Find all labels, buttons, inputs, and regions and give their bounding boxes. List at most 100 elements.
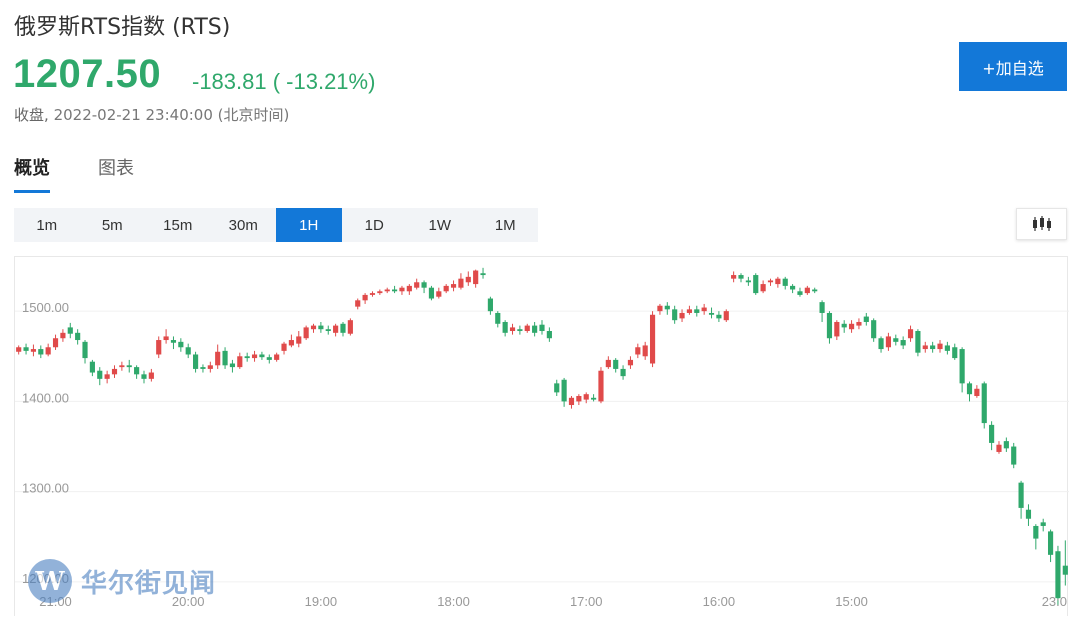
tab-chart[interactable]: 图表 — [98, 158, 134, 179]
candle-body — [790, 285, 796, 290]
candle-body — [583, 394, 589, 400]
candle-body — [878, 338, 884, 350]
candle-body — [1011, 446, 1017, 465]
period-1h[interactable]: 1H — [276, 208, 342, 242]
period-30m[interactable]: 30m — [228, 216, 258, 234]
candle-body — [922, 345, 928, 350]
candle-body — [1062, 565, 1068, 575]
period-5m[interactable]: 5m — [101, 216, 123, 234]
chart-type-button[interactable] — [1016, 208, 1067, 240]
candle-body — [355, 300, 361, 307]
candle-body — [952, 347, 958, 359]
period-1w[interactable]: 1W — [428, 216, 452, 234]
current-price: 1207.50 — [13, 52, 162, 96]
period-1m[interactable]: 1m — [36, 216, 58, 234]
candle-body — [841, 323, 847, 328]
candle-body — [296, 336, 302, 344]
candle-body — [428, 287, 435, 299]
status-label: 收盘, — [14, 106, 49, 124]
candle-body — [340, 323, 346, 333]
period-1d[interactable]: 1D — [364, 216, 384, 234]
y-tick-label: 1500.00 — [22, 300, 69, 315]
x-tick-label: 15:00 — [835, 594, 868, 609]
candle-body — [82, 341, 88, 359]
watermark-text: 华尔街见闻 — [81, 568, 217, 599]
candle-body — [1018, 482, 1024, 508]
candle-body — [635, 347, 641, 355]
candle-body — [38, 349, 44, 355]
candle-body — [944, 345, 950, 351]
tab-overview[interactable]: 概览 — [14, 154, 50, 193]
candle-body — [856, 321, 862, 326]
candle-body — [907, 329, 914, 339]
candle-body — [804, 287, 810, 294]
candle-body — [193, 354, 199, 369]
candle-body — [473, 270, 479, 285]
candle-body — [30, 349, 37, 352]
y-tick-label: 1300.00 — [22, 481, 69, 496]
candle-body — [996, 444, 1002, 452]
candle-body — [67, 327, 73, 334]
candle-body — [75, 332, 81, 341]
candle-body — [97, 370, 103, 379]
candle-body — [23, 347, 29, 351]
candle-body — [89, 361, 95, 373]
candle-body — [834, 321, 840, 337]
y-tick-label: 1400.00 — [22, 390, 69, 405]
candle-body — [981, 383, 987, 424]
candle-body — [288, 340, 294, 346]
candle-body — [111, 368, 118, 375]
candle-body — [848, 323, 855, 330]
candle-body — [237, 356, 243, 368]
candle-body — [797, 291, 803, 295]
candle-body — [141, 374, 147, 379]
candle-body — [753, 275, 759, 294]
candle-body — [893, 338, 899, 342]
candle-body — [767, 280, 774, 283]
candle-body — [524, 325, 530, 332]
x-tick-label: 18:00 — [437, 594, 470, 609]
candle-body — [701, 307, 707, 312]
candle-body — [310, 325, 317, 330]
candle-body — [163, 336, 169, 341]
candle-body — [760, 284, 766, 292]
candle-body — [148, 372, 154, 379]
candle-body — [318, 325, 324, 330]
candle-body — [900, 340, 906, 346]
candle-body — [989, 424, 995, 443]
candle-body — [126, 365, 132, 368]
add-to-watchlist-button[interactable]: +加自选 — [959, 42, 1067, 91]
page-title: 俄罗斯RTS指数 (RTS) — [14, 15, 231, 40]
candle-body — [1003, 441, 1009, 449]
candle-body — [1055, 551, 1061, 599]
candle-body — [156, 340, 162, 355]
candle-body — [745, 280, 751, 283]
candle-body — [672, 309, 678, 321]
candle-body — [966, 383, 973, 395]
watermark: W 华尔街见闻 — [27, 558, 216, 604]
candle-body — [627, 359, 634, 366]
candle-body — [620, 368, 626, 377]
candle-body — [532, 325, 538, 333]
candlestick-chart[interactable]: 1500.001400.001300.001200.0021:0020:0019… — [14, 256, 1069, 616]
candle-body — [723, 311, 729, 321]
candle-body — [1047, 531, 1054, 555]
market-status: 收盘, 2022-02-21 23:40:00 (北京时间) — [14, 104, 289, 125]
candle-body — [229, 363, 236, 368]
candle-body — [465, 276, 471, 283]
candle-body — [244, 356, 250, 359]
candle-body — [502, 321, 508, 333]
chart-svg: 1500.001400.001300.001200.0021:0020:0019… — [15, 267, 1069, 609]
x-tick-label: 17:00 — [570, 594, 603, 609]
period-1mo[interactable]: 1M — [494, 216, 516, 234]
candle-body — [731, 275, 737, 279]
candle-body — [443, 285, 449, 292]
period-15m[interactable]: 15m — [163, 216, 193, 234]
candle-body — [561, 379, 567, 402]
candle-body — [826, 312, 833, 339]
candle-body — [930, 345, 936, 350]
candle-body — [392, 289, 398, 292]
candle-body — [974, 388, 980, 396]
status-timestamp: 2022-02-21 23:40:00 (北京时间) — [53, 106, 290, 124]
candle-body — [1033, 525, 1039, 539]
